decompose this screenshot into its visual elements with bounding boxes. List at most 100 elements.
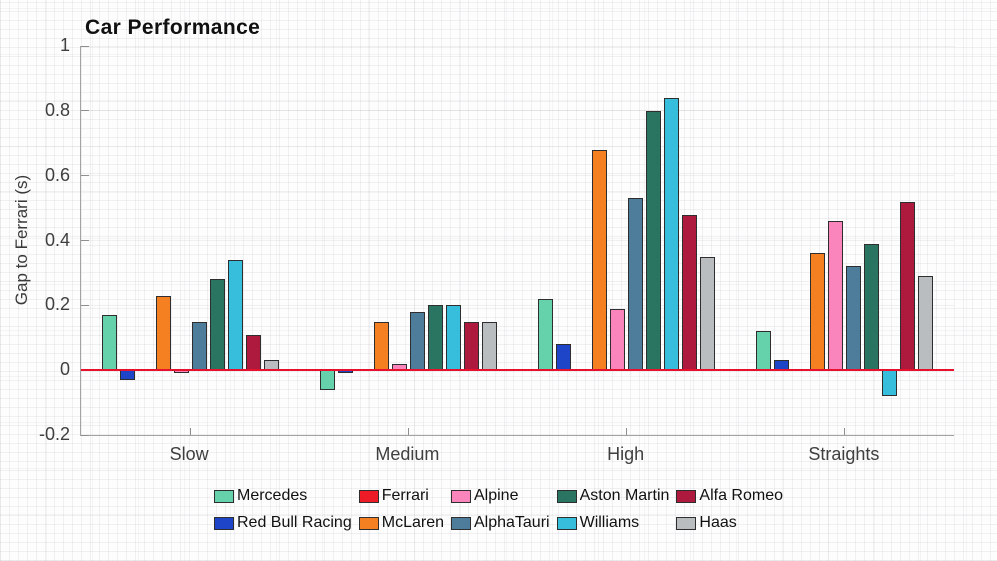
gridline bbox=[81, 45, 954, 47]
bar-aston-martin-straights bbox=[864, 243, 880, 371]
bar-slot bbox=[592, 46, 608, 435]
x-tick-mark bbox=[844, 428, 846, 435]
x-tick-mark bbox=[407, 428, 409, 435]
y-tick-mark bbox=[81, 434, 89, 436]
legend-item-aston-martin: Aston Martin bbox=[556, 487, 669, 505]
bar-slot bbox=[810, 46, 826, 435]
gridline bbox=[81, 110, 954, 112]
legend-swatch-icon bbox=[676, 516, 697, 530]
bar-haas-straights bbox=[918, 276, 934, 371]
bar-group-medium bbox=[319, 46, 497, 435]
legend-item-haas: Haas bbox=[676, 514, 783, 532]
bar-group-straights bbox=[756, 46, 934, 435]
legend-label: Alfa Romeo bbox=[699, 487, 783, 504]
bar-slot bbox=[828, 46, 844, 435]
y-tick-label: 0.6 bbox=[44, 164, 70, 185]
bar-alpine-high bbox=[610, 308, 626, 371]
x-category-label: High bbox=[607, 444, 645, 464]
bar-slot bbox=[538, 46, 554, 435]
bar-mercedes-medium bbox=[319, 370, 335, 390]
legend-label: Ferrari bbox=[381, 487, 429, 504]
legend-label: AlphaTauri bbox=[473, 514, 550, 531]
bar-mercedes-high bbox=[538, 298, 554, 371]
bar-slot bbox=[119, 46, 135, 435]
legend-swatch-icon bbox=[450, 489, 471, 503]
legend-swatch-icon bbox=[556, 489, 577, 503]
bar-slot bbox=[792, 46, 807, 435]
bar-slot bbox=[227, 46, 243, 435]
legend-label: Haas bbox=[699, 514, 737, 531]
legend-swatch-icon bbox=[676, 489, 697, 503]
bar-red-bull-racing-slow bbox=[119, 370, 135, 380]
bar-slot bbox=[463, 46, 479, 435]
bar-slot bbox=[191, 46, 207, 435]
bar-slot bbox=[700, 46, 716, 435]
x-category-label: Medium bbox=[375, 444, 440, 464]
bar-aston-martin-medium bbox=[427, 305, 443, 371]
legend-swatch-icon bbox=[556, 516, 577, 530]
legend-item-alpine: Alpine bbox=[450, 487, 550, 505]
bar-aston-martin-high bbox=[646, 110, 662, 371]
bar-slot bbox=[481, 46, 497, 435]
legend-item-alphatauri: AlphaTauri bbox=[450, 514, 550, 532]
bar-slot bbox=[173, 46, 189, 435]
bar-slot bbox=[337, 46, 353, 435]
bar-williams-straights bbox=[882, 370, 898, 397]
bar-williams-medium bbox=[445, 305, 461, 371]
bar-slot bbox=[664, 46, 680, 435]
legend-swatch-icon bbox=[214, 489, 234, 503]
legend-item-mclaren: McLaren bbox=[358, 514, 444, 532]
legend: Mercedes Red Bull Racing Ferrari McLaren Alp… bbox=[0, 487, 997, 532]
x-tick-mark bbox=[189, 428, 191, 435]
bar-alphatauri-straights bbox=[846, 266, 862, 371]
bar-alfa-romeo-medium bbox=[463, 321, 479, 371]
bar-haas-high bbox=[700, 256, 716, 371]
legend-swatch-icon bbox=[358, 489, 379, 503]
bar-mclaren-medium bbox=[373, 321, 389, 371]
bar-alphatauri-high bbox=[628, 198, 644, 371]
y-tick-label: -0.2 bbox=[38, 424, 70, 444]
bar-slot bbox=[155, 46, 171, 435]
bar-slot bbox=[556, 46, 572, 435]
legend-swatch-icon bbox=[214, 516, 234, 530]
legend-label: McLaren bbox=[381, 514, 444, 531]
bar-slot bbox=[864, 46, 880, 435]
bar-mercedes-slow bbox=[101, 315, 117, 371]
legend-label: Red Bull Racing bbox=[237, 514, 352, 531]
y-tick-mark bbox=[81, 175, 89, 177]
bar-slot bbox=[373, 46, 389, 435]
legend-grid: Mercedes Red Bull Racing Ferrari McLaren Alp… bbox=[214, 487, 783, 532]
bar-alfa-romeo-slow bbox=[245, 334, 261, 371]
gridline bbox=[81, 240, 954, 241]
bar-aston-martin-slow bbox=[209, 279, 225, 371]
y-tick-label: 0 bbox=[59, 359, 70, 380]
bar-mercedes-straights bbox=[756, 331, 772, 371]
bar-slot bbox=[409, 46, 425, 435]
y-tick-mark bbox=[81, 45, 89, 47]
bar-slot bbox=[774, 46, 790, 435]
bar-slot bbox=[445, 46, 461, 435]
bar-slot bbox=[138, 46, 153, 435]
chart-title: Car Performance bbox=[85, 16, 261, 39]
y-tick-label: 0.4 bbox=[44, 229, 70, 250]
legend-item-mercedes: Mercedes bbox=[214, 487, 352, 505]
bar-slot bbox=[628, 46, 644, 435]
bar-slot bbox=[682, 46, 698, 435]
bar-slot bbox=[918, 46, 934, 435]
bar-mclaren-high bbox=[592, 149, 608, 371]
bar-alpine-straights bbox=[828, 221, 844, 371]
bar-williams-slow bbox=[227, 259, 243, 371]
bar-alphatauri-slow bbox=[191, 321, 207, 371]
legend-label: Mercedes bbox=[237, 487, 308, 504]
x-category-label: Slow bbox=[169, 444, 209, 464]
legend-item-alfa-romeo: Alfa Romeo bbox=[676, 487, 783, 505]
legend-item-williams: Williams bbox=[556, 514, 670, 532]
legend-item-ferrari: Ferrari bbox=[358, 487, 444, 505]
bar-slot bbox=[101, 46, 117, 435]
bar-alfa-romeo-straights bbox=[900, 201, 916, 371]
y-tick-mark bbox=[81, 304, 89, 306]
bar-mclaren-slow bbox=[155, 295, 171, 371]
bar-red-bull-racing-high bbox=[556, 344, 572, 371]
x-tick-mark bbox=[626, 428, 628, 435]
